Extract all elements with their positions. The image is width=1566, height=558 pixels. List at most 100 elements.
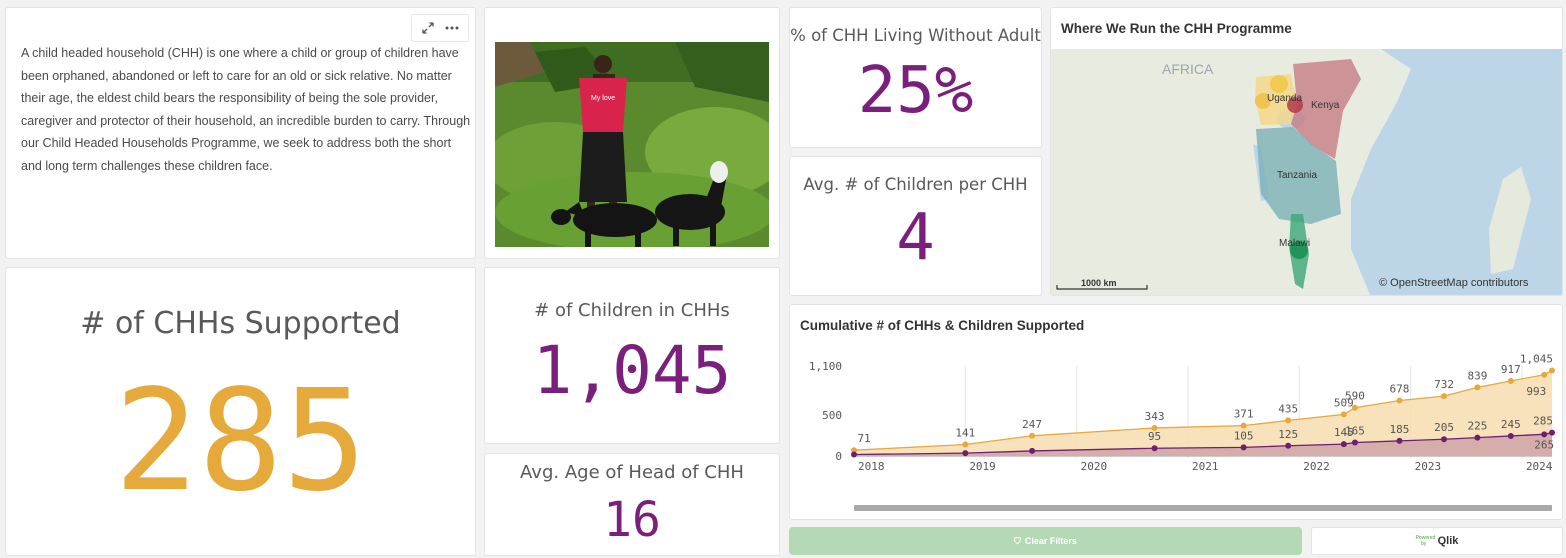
kenya-label: Kenya	[1311, 100, 1340, 111]
x-tick-label: 2024	[1526, 460, 1553, 473]
data-label: 590	[1345, 390, 1365, 403]
clear-filters-button[interactable]: ⛉ Clear Filters	[789, 527, 1302, 555]
x-tick-label: 2018	[858, 460, 885, 473]
series-line	[853, 369, 1553, 451]
data-label: 435	[1278, 402, 1298, 415]
intro-card: A child headed household (CHH) is one wh…	[5, 7, 476, 259]
data-point	[1151, 424, 1158, 431]
series-area	[854, 370, 1552, 456]
malawi-marker[interactable]	[1290, 241, 1308, 259]
scale-bar	[1056, 285, 1148, 290]
data-label: 1,045	[1520, 353, 1553, 366]
map-view[interactable]: AFRICA Uganda Kenya Tanzania Malawi 1000…	[1051, 49, 1563, 296]
data-point	[1549, 367, 1555, 374]
kpi-value: 16	[603, 492, 661, 548]
data-label: 105	[1234, 429, 1254, 442]
data-label: 343	[1145, 410, 1165, 423]
kpi-pct-without-adult: % of CHH Living Without Adult 25%	[789, 7, 1042, 148]
kpi-chhs-supported: # of CHHs Supported 285	[5, 267, 476, 556]
powered-by-qlik[interactable]: Powered by Qlik	[1311, 527, 1563, 555]
intro-text: A child headed household (CHH) is one wh…	[21, 46, 471, 173]
qlik-logo: Qlik	[1437, 535, 1459, 547]
data-label: 732	[1434, 378, 1454, 391]
chart-title: Cumulative # of CHHs & Children Supporte…	[800, 318, 1085, 333]
y-tick-label: 500	[822, 409, 842, 422]
data-label: 185	[1390, 423, 1410, 436]
x-tick-label: 2023	[1415, 460, 1442, 473]
data-point	[1507, 432, 1514, 439]
kenya-region[interactable]	[1291, 59, 1361, 159]
data-label: 839	[1467, 369, 1487, 382]
data-point	[1396, 437, 1403, 444]
kpi-avg-children: Avg. # of Children per CHH 4	[789, 156, 1042, 296]
photo-card: My love	[484, 7, 780, 259]
continent-label: AFRICA	[1162, 61, 1214, 77]
map-card: Where We Run the CHH Programme AFRICA Ug…	[1050, 7, 1563, 296]
x-tick-label: 2022	[1303, 460, 1330, 473]
data-point	[851, 447, 857, 454]
tanzania-region[interactable]	[1256, 127, 1341, 224]
data-point	[1240, 422, 1247, 429]
kpi-avg-age: Avg. Age of Head of CHH 16	[484, 453, 780, 556]
data-point	[1340, 411, 1347, 418]
data-label: 993	[1526, 385, 1546, 398]
data-point	[1285, 417, 1292, 424]
data-point	[1029, 447, 1036, 454]
data-label: 205	[1434, 421, 1454, 434]
chart-card: Cumulative # of CHHs & Children Supporte…	[789, 304, 1563, 520]
shirt-text: My love	[591, 95, 615, 102]
y-tick-label: 1,100	[809, 360, 842, 373]
powered-by-text: Powered by	[1415, 535, 1436, 547]
data-point	[1541, 371, 1548, 378]
data-point	[962, 450, 969, 457]
data-point	[1029, 432, 1036, 439]
expand-icon[interactable]	[417, 18, 439, 38]
kpi-value: 1,045	[532, 332, 732, 409]
x-tick-label: 2020	[1081, 460, 1108, 473]
data-point	[1285, 442, 1292, 449]
data-point	[1340, 441, 1347, 448]
uganda-marker[interactable]	[1255, 93, 1271, 109]
data-point	[1351, 439, 1358, 446]
data-point	[1441, 393, 1448, 400]
data-label: 678	[1390, 383, 1410, 396]
data-label: 165	[1345, 425, 1365, 438]
data-label: 917	[1501, 363, 1521, 376]
data-point	[1541, 431, 1548, 438]
data-point	[1351, 404, 1358, 411]
tanzania-label: Tanzania	[1277, 170, 1317, 181]
uganda-marker[interactable]	[1270, 75, 1288, 93]
data-label: 371	[1234, 408, 1254, 421]
kenya-marker[interactable]	[1287, 97, 1303, 113]
kpi-value: 285	[114, 360, 367, 523]
data-label: 145	[1334, 426, 1354, 439]
data-label: 285	[1533, 415, 1553, 428]
kpi-value: 25%	[857, 54, 974, 128]
cumulative-chart[interactable]: 2018 2019 2020 2021 2022 2023 2024 0 500 1,100 71 1…	[790, 305, 1563, 520]
data-point	[1240, 444, 1247, 451]
object-toolbar	[411, 14, 469, 42]
data-label: 247	[1022, 418, 1042, 431]
data-point	[1151, 445, 1158, 452]
kpi-title: # of Children in CHHs	[534, 300, 730, 321]
data-point	[962, 441, 969, 448]
filter-icon: ⛉	[1014, 535, 1021, 546]
data-point	[1507, 377, 1514, 384]
x-tick-label: 2021	[1192, 460, 1219, 473]
kpi-title: # of CHHs Supported	[80, 306, 401, 341]
programme-photo: My love	[495, 42, 769, 247]
series-line	[853, 432, 1553, 456]
data-label: 225	[1467, 420, 1487, 433]
kpi-value: 4	[896, 201, 935, 275]
series-area	[854, 432, 1552, 456]
chart-scrollbar	[854, 505, 1552, 511]
more-options-icon[interactable]	[441, 18, 463, 38]
kpi-title: Avg. # of Children per CHH	[803, 175, 1028, 194]
malawi-label: Malawi	[1279, 238, 1310, 249]
kpi-title: Avg. Age of Head of CHH	[520, 462, 744, 483]
data-label: 141	[955, 426, 975, 439]
data-label: 265	[1534, 438, 1554, 451]
map-attribution[interactable]: © OpenStreetMap contributors	[1379, 277, 1529, 289]
data-label: 245	[1501, 418, 1521, 431]
clear-filters-label: Clear Filters	[1024, 536, 1077, 546]
